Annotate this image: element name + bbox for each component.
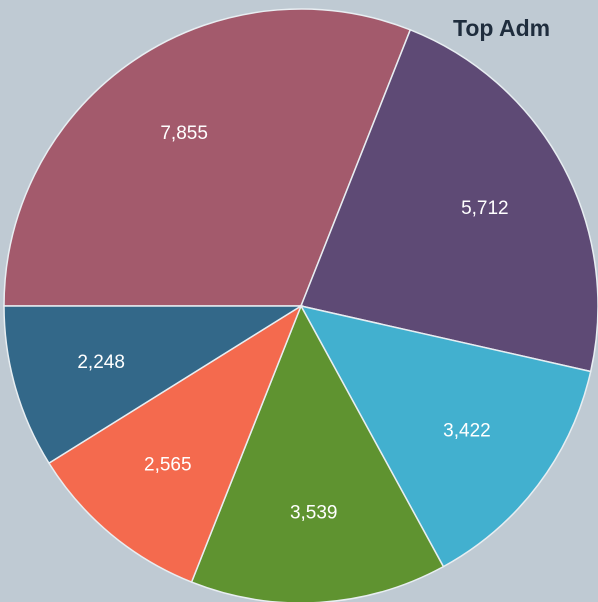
data-label: 2,248 — [77, 352, 125, 373]
pie-slice — [190, 304, 445, 602]
pie — [3, 8, 598, 602]
chart-title: Top Adm — [453, 15, 550, 41]
data-label: 3,539 — [290, 503, 338, 524]
data-label: 2,565 — [144, 455, 192, 476]
pie-slice — [299, 304, 592, 568]
pie-slice — [47, 304, 303, 584]
pie-slice — [3, 8, 412, 307]
data-label: 5,712 — [461, 198, 509, 219]
pie-slice — [3, 305, 304, 465]
data-label: 7,855 — [160, 123, 208, 144]
data-label: 3,422 — [443, 420, 491, 441]
